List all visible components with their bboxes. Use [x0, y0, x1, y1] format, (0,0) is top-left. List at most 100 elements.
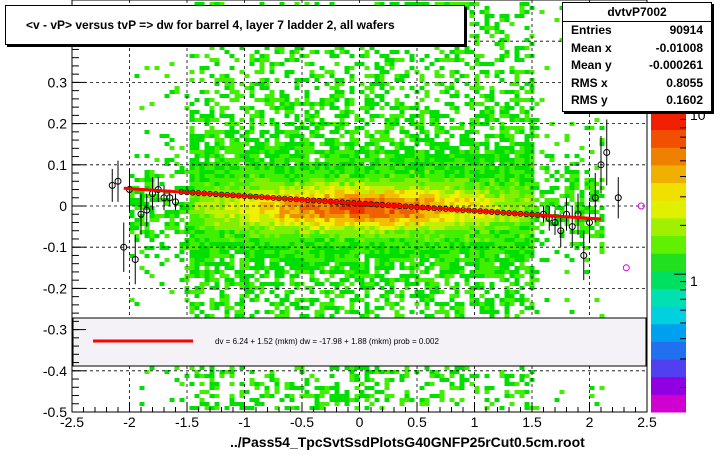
- heat-cell: [464, 166, 470, 170]
- heat-cell: [519, 130, 525, 134]
- heat-cell: [559, 210, 565, 214]
- heat-cell: [369, 114, 375, 118]
- heat-cell: [504, 182, 510, 186]
- heat-cell: [449, 230, 455, 234]
- heat-cell: [404, 286, 410, 290]
- heat-cell: [274, 234, 280, 238]
- heat-cell: [489, 90, 495, 94]
- heat-cell: [404, 366, 410, 370]
- heat-cell: [374, 94, 380, 98]
- heat-cell: [174, 162, 180, 166]
- heat-cell: [309, 166, 315, 170]
- heat-cell: [399, 170, 405, 174]
- heat-cell: [264, 178, 270, 182]
- heat-cell: [394, 246, 400, 250]
- heat-cell: [379, 106, 385, 110]
- heat-cell: [234, 282, 240, 286]
- heat-cell: [464, 74, 470, 78]
- x-tick-label: 0: [356, 414, 364, 430]
- heat-cell: [504, 214, 510, 218]
- heat-cell: [494, 134, 500, 138]
- heat-cell: [409, 398, 415, 402]
- heat-cell: [229, 222, 235, 226]
- heat-cell: [309, 62, 315, 66]
- heat-cell: [404, 230, 410, 234]
- heat-cell: [209, 306, 215, 310]
- heat-cell: [384, 198, 390, 202]
- heat-cell: [339, 306, 345, 310]
- heat-cell: [219, 106, 225, 110]
- heat-cell: [269, 98, 275, 102]
- heat-cell: [239, 306, 245, 310]
- heat-cell: [179, 218, 185, 222]
- heat-cell: [499, 182, 505, 186]
- heat-cell: [209, 258, 215, 262]
- heat-cell: [179, 166, 185, 170]
- heat-cell: [244, 106, 250, 110]
- heat-cell: [259, 150, 265, 154]
- heat-cell: [489, 202, 495, 206]
- heat-cell: [339, 110, 345, 114]
- heat-cell: [424, 198, 430, 202]
- heat-cell: [344, 102, 350, 106]
- heat-cell: [354, 222, 360, 226]
- heat-cell: [279, 266, 285, 270]
- heat-cell: [284, 270, 290, 274]
- heat-cell: [369, 378, 375, 382]
- heat-cell: [294, 226, 300, 230]
- heat-cell: [314, 398, 320, 402]
- heat-cell: [369, 242, 375, 246]
- heat-cell: [299, 242, 305, 246]
- heat-cell: [374, 306, 380, 310]
- heat-cell: [354, 378, 360, 382]
- stats-box: dvtvP7002 Entries 90914 Mean x -0.01008 …: [562, 2, 712, 112]
- heat-cell: [519, 186, 525, 190]
- heat-cell: [294, 206, 300, 210]
- heat-cell: [449, 178, 455, 182]
- heat-cell: [329, 206, 335, 210]
- heat-cell: [369, 394, 375, 398]
- heat-cell: [424, 302, 430, 306]
- heat-cell: [254, 254, 260, 258]
- heat-cell: [484, 106, 490, 110]
- heat-cell: [484, 390, 490, 394]
- heat-cell: [249, 62, 255, 66]
- heat-cell: [589, 182, 595, 186]
- heat-cell: [329, 226, 335, 230]
- heat-cell: [394, 210, 400, 214]
- heat-cell: [154, 174, 160, 178]
- heat-cell: [524, 258, 530, 262]
- heat-cell: [204, 218, 210, 222]
- palette-swatch: [651, 394, 686, 413]
- stats-rmsx-row: RMS x 0.8055: [563, 75, 711, 93]
- heat-cell: [224, 298, 230, 302]
- heat-cell: [464, 242, 470, 246]
- heat-cell: [449, 306, 455, 310]
- heat-cell: [209, 222, 215, 226]
- heat-cell: [364, 406, 370, 410]
- heat-cell: [409, 210, 415, 214]
- palette-swatch: [651, 164, 686, 184]
- heat-cell: [264, 150, 270, 154]
- heat-cell: [514, 278, 520, 282]
- heat-cell: [189, 366, 195, 370]
- heat-cell: [224, 266, 230, 270]
- heat-cell: [454, 290, 460, 294]
- heat-cell: [569, 162, 575, 166]
- heat-cell: [244, 162, 250, 166]
- heat-cell: [239, 314, 245, 318]
- heat-cell: [229, 182, 235, 186]
- heat-cell: [209, 110, 215, 114]
- heat-cell: [354, 210, 360, 214]
- heat-cell: [134, 154, 140, 158]
- heat-cell: [199, 90, 205, 94]
- heat-cell: [319, 246, 325, 250]
- heat-cell: [179, 206, 185, 210]
- heat-cell: [434, 174, 440, 178]
- heat-cell: [594, 230, 600, 234]
- heat-cell: [329, 302, 335, 306]
- heat-cell: [469, 218, 475, 222]
- heat-cell: [369, 250, 375, 254]
- heat-cell: [344, 258, 350, 262]
- heat-cell: [489, 62, 495, 66]
